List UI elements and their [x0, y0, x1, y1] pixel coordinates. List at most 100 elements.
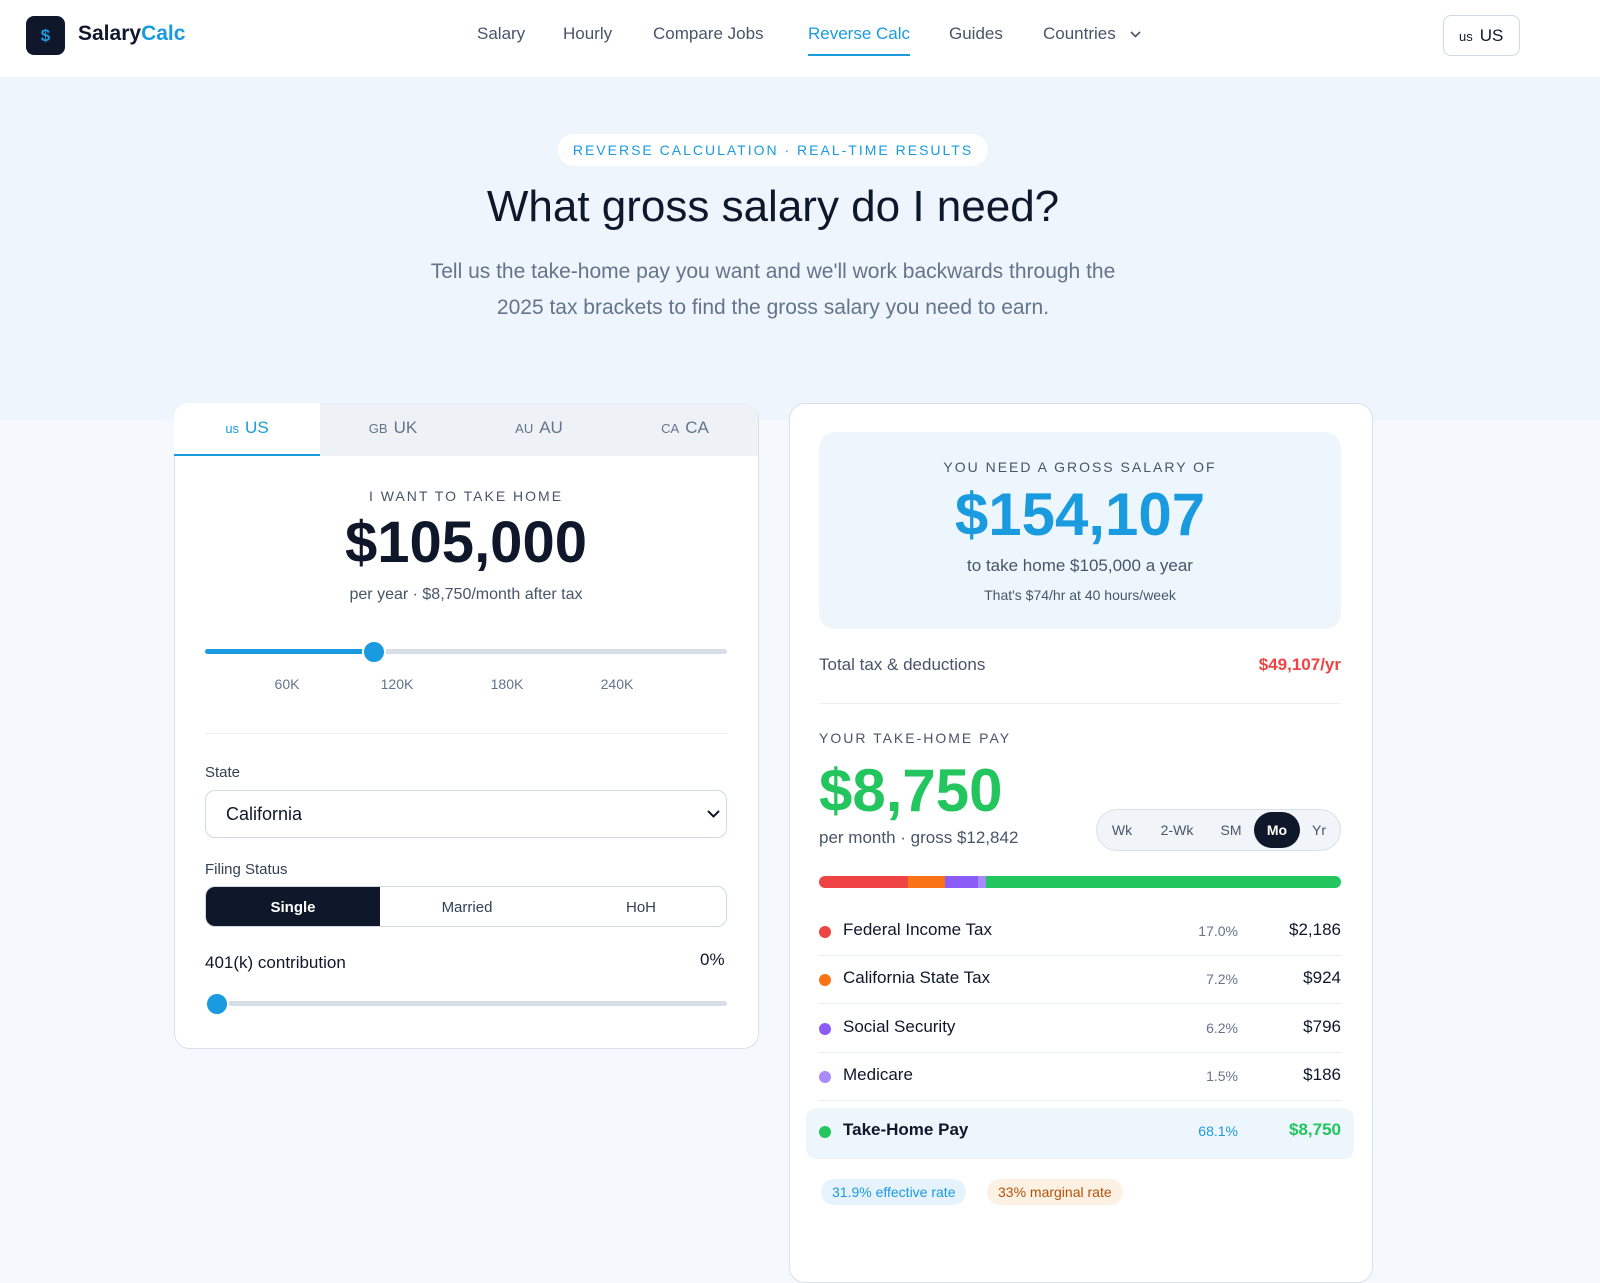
country-tab[interactable]: CA CA — [612, 403, 758, 456]
period-toggle: Wk 2-Wk SM Mo Yr — [1096, 809, 1341, 851]
contribution-value: 0% — [700, 950, 725, 969]
tab-code: GB — [368, 421, 388, 436]
period-option[interactable]: Yr — [1312, 822, 1326, 838]
nav-link[interactable]: Guides — [949, 24, 1003, 43]
contribution-thumb[interactable] — [205, 992, 229, 1016]
country-button[interactable]: us US — [1443, 15, 1520, 56]
nav-link-active[interactable]: Reverse Calc — [808, 24, 911, 56]
row-amount: $186 — [1303, 1065, 1341, 1084]
tab-label: US — [245, 418, 269, 437]
row-dot — [819, 1023, 831, 1035]
take-home-row: Take-Home Pay 68.1% $8,750 — [819, 1108, 1341, 1156]
row-name: Federal Income Tax — [843, 920, 992, 939]
country-label: US — [1479, 26, 1504, 45]
gross-label: YOU NEED A GROSS SALARY OF — [943, 459, 1217, 475]
take-home-sub: per year · $8,750/month after tax — [349, 586, 583, 603]
bar-segment — [907, 876, 946, 888]
row-amount: $796 — [1303, 1017, 1341, 1036]
brand-a: Salary — [78, 22, 142, 45]
slider-tick: 180K — [490, 676, 524, 692]
total-tax-value: $49,107/yr — [1258, 655, 1341, 674]
breakdown-row: California State Tax 7.2% $924 — [819, 956, 1341, 1004]
brand[interactable]: SalaryCalc — [78, 22, 185, 46]
gross-sub: to take home $105,000 a year — [967, 556, 1193, 575]
row-dot — [819, 1071, 831, 1083]
period-option[interactable]: 2-Wk — [1160, 822, 1194, 838]
slider-tick: 120K — [380, 676, 414, 692]
gross-note: That's $74/hr at 40 hours/week — [984, 587, 1176, 603]
divider — [819, 703, 1341, 704]
gross-amount: $154,107 — [954, 481, 1206, 548]
breakdown-bar — [819, 876, 1341, 888]
row-dot — [819, 926, 831, 938]
row-percent: 1.5% — [1206, 1068, 1238, 1084]
row-amount: $2,186 — [1289, 920, 1341, 939]
state-label: State — [205, 764, 241, 781]
row-name: Medicare — [843, 1065, 913, 1084]
tab-code: us — [225, 421, 240, 436]
take-home-label: I WANT TO TAKE HOME — [368, 488, 564, 504]
take-home-pay-amount: $8,750 — [819, 757, 1003, 824]
slider-tick: 240K — [600, 676, 634, 692]
marginal-rate-badge: 33% marginal rate — [987, 1179, 1123, 1205]
hero: REVERSE CALCULATION · REAL-TIME RESULTS … — [0, 77, 1600, 420]
bar-segment — [985, 876, 1341, 888]
effective-rate-badge: 31.9% effective rate — [821, 1179, 967, 1205]
row-percent: 6.2% — [1206, 1020, 1238, 1036]
row-dot — [819, 974, 831, 986]
filing-label: Filing Status — [205, 861, 288, 878]
take-home-highlight — [806, 1108, 1354, 1159]
bar-segment — [977, 876, 986, 888]
row-amount: $924 — [1303, 968, 1341, 987]
country-tab[interactable]: GB UK — [320, 403, 466, 456]
row-percent: 17.0% — [1198, 923, 1238, 939]
filing-toggle: Single Married HoH — [205, 886, 727, 927]
tab-label: CA — [685, 418, 709, 437]
row-name: Take-Home Pay — [843, 1120, 969, 1139]
slider-track — [205, 649, 727, 654]
state-select[interactable]: California — [205, 790, 727, 838]
period-option[interactable]: SM — [1220, 822, 1242, 838]
breakdown-row: Social Security 6.2% $796 — [819, 1005, 1341, 1053]
contribution-label: 401(k) contribution — [205, 953, 346, 972]
row-name: California State Tax — [843, 968, 991, 987]
take-home-amount: $105,000 — [345, 510, 587, 575]
slider-fill — [205, 649, 374, 654]
nav-link[interactable]: Compare Jobs — [653, 24, 764, 43]
gross-box — [819, 432, 1341, 629]
tab-label: UK — [393, 418, 418, 437]
logo-icon[interactable]: $ — [26, 16, 65, 55]
nav-bar: $ SalaryCalc Salary Hourly Compare Jobs … — [0, 0, 1600, 77]
row-amount: $8,750 — [1289, 1120, 1341, 1139]
row-dot — [819, 1126, 831, 1138]
period-option[interactable]: Wk — [1111, 822, 1133, 838]
nav-link[interactable]: Salary — [477, 24, 526, 43]
state-value: California — [226, 804, 303, 824]
filing-option-active[interactable]: Single — [206, 887, 380, 926]
brand-b: Calc — [141, 22, 186, 45]
country-tab[interactable]: AU AU — [466, 403, 612, 456]
row-percent: 68.1% — [1198, 1123, 1238, 1139]
slider-tick: 60K — [274, 676, 300, 692]
divider — [205, 733, 727, 734]
nav-link[interactable]: Countries — [1043, 24, 1116, 43]
nav-link[interactable]: Hourly — [563, 24, 613, 43]
row-name: Social Security — [843, 1017, 956, 1036]
total-tax-label: Total tax & deductions — [819, 655, 986, 674]
period-option-active[interactable]: Mo — [1254, 812, 1300, 848]
input-card — [174, 403, 759, 1049]
hero-badge: REVERSE CALCULATION · REAL-TIME RESULTS — [557, 134, 989, 166]
select-chevron — [707, 810, 720, 818]
chevron — [1130, 31, 1141, 38]
take-home-pay-sub: per month · gross $12,842 — [819, 828, 1019, 847]
hero-title: What gross salary do I need? — [486, 182, 1060, 231]
country-tab-active[interactable]: us US — [174, 403, 320, 456]
take-home-pay-label: YOUR TAKE-HOME PAY — [819, 730, 1012, 746]
filing-option[interactable]: Married — [441, 899, 493, 916]
row-percent: 7.2% — [1206, 971, 1238, 987]
tab-code: AU — [515, 421, 534, 436]
filing-option[interactable]: HoH — [625, 899, 656, 916]
slider-thumb[interactable] — [362, 640, 386, 664]
hero-subtitle: Tell us the take-home pay you want and w… — [430, 260, 1116, 319]
